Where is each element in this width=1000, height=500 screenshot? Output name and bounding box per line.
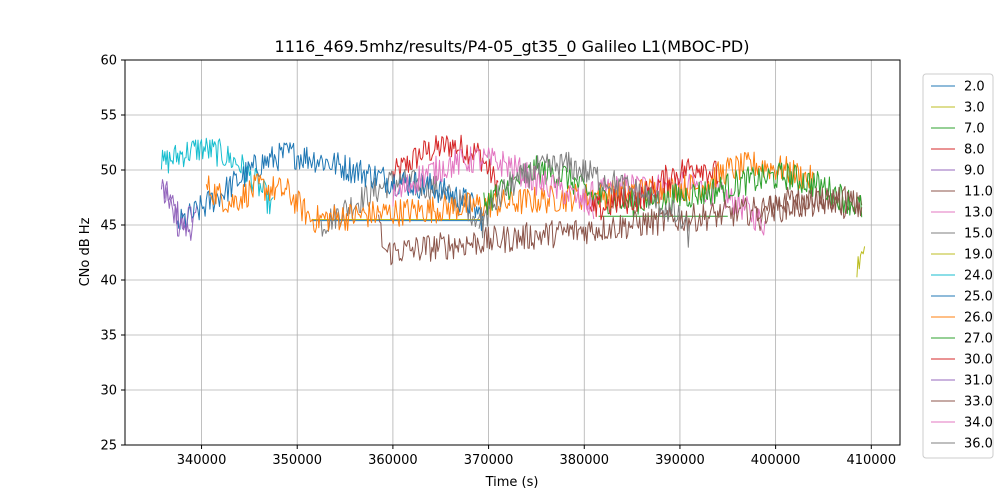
y-tick-label: 25 <box>100 439 117 454</box>
legend-label: 31.0 <box>964 374 993 389</box>
legend-label: 26.0 <box>964 311 993 326</box>
y-tick-label: 40 <box>100 274 117 289</box>
x-tick-label: 380000 <box>559 453 609 468</box>
legend-label: 19.0 <box>964 248 993 263</box>
y-tick-label: 60 <box>100 54 117 69</box>
series-line-33.0 <box>378 186 863 266</box>
x-tick-label: 340000 <box>177 453 227 468</box>
x-tick-label: 390000 <box>655 453 705 468</box>
x-tick-label: 400000 <box>751 453 801 468</box>
series-line-19.0 <box>856 246 866 278</box>
legend-label: 30.0 <box>964 353 993 368</box>
x-tick-label: 350000 <box>272 453 322 468</box>
legend-label: 36.0 <box>964 437 993 452</box>
y-tick-label: 30 <box>100 384 117 399</box>
legend-label: 33.0 <box>964 395 993 410</box>
legend-label: 3.0 <box>964 101 985 116</box>
y-tick-label: 50 <box>100 164 117 179</box>
x-tick-label: 370000 <box>464 453 514 468</box>
series-line-31.0 <box>162 184 193 237</box>
legend-label: 25.0 <box>964 290 993 305</box>
y-tick-label: 45 <box>100 219 117 234</box>
series-line-36.0 <box>478 151 690 248</box>
series-lines <box>160 134 866 278</box>
legend-label: 27.0 <box>964 332 993 347</box>
plot-frame <box>124 59 901 446</box>
legend-label: 13.0 <box>964 206 993 221</box>
legend-label: 8.0 <box>964 143 985 158</box>
grid <box>125 59 900 446</box>
legend-label: 11.0 <box>964 185 993 200</box>
x-tick-label: 410000 <box>846 453 896 468</box>
series-line-11.0 <box>756 186 863 231</box>
legend-label: 15.0 <box>964 227 993 242</box>
legend-label: 7.0 <box>964 122 985 137</box>
legend-label: 24.0 <box>964 269 993 284</box>
y-tick-label: 55 <box>100 109 117 124</box>
y-tick-label: 35 <box>100 329 117 344</box>
legend-label: 9.0 <box>964 164 985 179</box>
y-axis-ticks: 25 30 35 40 45 50 55 60 <box>100 54 125 454</box>
series-line-27.0 <box>483 155 863 218</box>
x-axis-label: Time (s) <box>485 475 539 490</box>
legend-label: 2.0 <box>964 80 985 95</box>
series-line-25.0 <box>177 142 485 231</box>
series-line-34.0 <box>392 146 595 220</box>
x-tick-label: 360000 <box>368 453 418 468</box>
series-line-8.0 <box>392 134 499 197</box>
legend: 2.0 3.0 7.0 8.0 9.0 11.0 13.0 15.0 19.0 24.0 25.0 2… <box>922 73 994 459</box>
legend-label: 34.0 <box>964 416 993 431</box>
chart-title: 1116_469.5mhz/results/P4-05_gt35_0 Galil… <box>275 37 750 57</box>
x-axis-ticks: 340000 350000 360000 370000 380000 390000 4000… <box>177 445 896 468</box>
series-line-30.0 <box>588 158 719 221</box>
y-axis-label: CNo dB Hz <box>78 217 93 286</box>
